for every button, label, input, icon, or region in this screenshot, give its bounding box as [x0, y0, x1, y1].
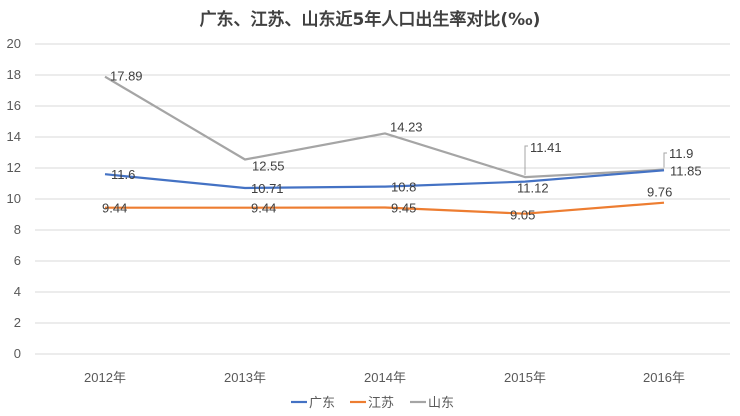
data-label: 12.55 — [252, 158, 285, 173]
y-tick-label: 14 — [7, 129, 21, 144]
y-tick-label: 16 — [7, 98, 21, 113]
data-label: 14.23 — [390, 119, 423, 134]
legend-label: 江苏 — [368, 395, 394, 411]
x-tick-label: 2012年 — [84, 370, 126, 385]
y-tick-label: 2 — [14, 315, 21, 330]
x-tick-label: 2015年 — [504, 370, 546, 385]
legend-label: 山东 — [428, 396, 454, 411]
data-label: 17.89 — [110, 69, 143, 84]
data-label: 10.8 — [391, 180, 416, 195]
legend-label: 广东 — [309, 396, 335, 411]
data-label: 9.45 — [391, 201, 416, 216]
y-tick-label: 0 — [14, 346, 21, 361]
gridlines — [35, 43, 730, 355]
x-tick-label: 2014年 — [364, 370, 406, 385]
series-lines — [104, 75, 665, 215]
series-line-1 — [104, 169, 665, 190]
y-axis-ticks: 0 2 4 6 8 10 12 14 16 18 20 — [7, 36, 21, 361]
data-label: 11.9 — [669, 146, 693, 161]
data-label: 9.44 — [102, 201, 127, 216]
data-label: 11.6 — [111, 167, 135, 182]
series-line-2 — [105, 201, 665, 215]
y-tick-label: 18 — [7, 67, 21, 82]
y-tick-label: 6 — [14, 253, 21, 268]
data-labels: 11.6 10.71 10.8 11.12 11.85 9.44 9.44 9.45 9.05 9… — [102, 69, 702, 223]
x-axis-ticks: 2012年 2013年 2014年 2015年 2016年 — [84, 370, 685, 385]
legend: 广东 江苏 山东 — [291, 395, 454, 411]
y-tick-label: 12 — [7, 160, 21, 175]
data-label: 11.12 — [517, 181, 549, 196]
data-label: 9.05 — [510, 208, 535, 223]
x-tick-label: 2016年 — [643, 370, 685, 385]
data-label: 10.71 — [251, 181, 284, 196]
y-tick-label: 4 — [14, 284, 21, 299]
series-line-3 — [104, 75, 665, 179]
y-tick-label: 20 — [7, 36, 21, 51]
chart-title: 广东、江苏、山东近5年人口出生率对比(‰) — [200, 9, 541, 30]
x-tick-label: 2013年 — [224, 370, 266, 385]
leader-line — [524, 145, 528, 176]
leader-line — [663, 152, 667, 168]
data-label: 11.41 — [530, 140, 562, 155]
data-label: 9.76 — [647, 185, 672, 200]
y-tick-label: 8 — [14, 222, 21, 237]
data-label: 11.85 — [670, 163, 702, 178]
data-label: 9.44 — [251, 201, 276, 216]
y-tick-label: 10 — [7, 191, 21, 206]
